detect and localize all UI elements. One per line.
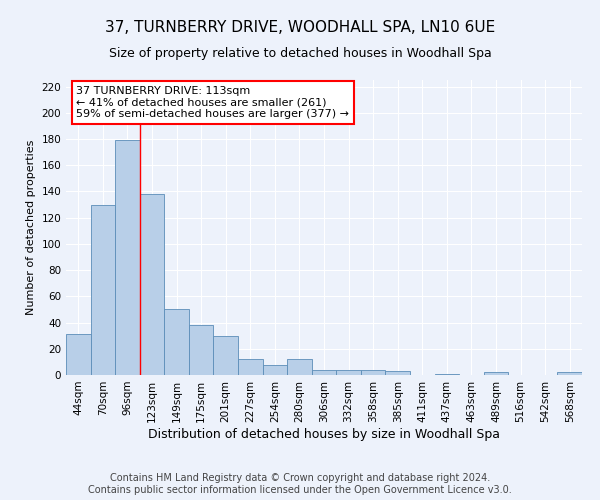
Bar bbox=[263, 364, 287, 375]
Text: Contains HM Land Registry data © Crown copyright and database right 2024.
Contai: Contains HM Land Registry data © Crown c… bbox=[88, 474, 512, 495]
Bar bbox=[238, 360, 263, 375]
Bar bbox=[164, 310, 189, 375]
Bar bbox=[385, 371, 410, 375]
Bar bbox=[312, 370, 336, 375]
Y-axis label: Number of detached properties: Number of detached properties bbox=[26, 140, 36, 315]
Bar bbox=[336, 370, 361, 375]
Bar bbox=[91, 204, 115, 375]
Text: Size of property relative to detached houses in Woodhall Spa: Size of property relative to detached ho… bbox=[109, 48, 491, 60]
Bar bbox=[115, 140, 140, 375]
Bar bbox=[189, 325, 214, 375]
Text: 37, TURNBERRY DRIVE, WOODHALL SPA, LN10 6UE: 37, TURNBERRY DRIVE, WOODHALL SPA, LN10 … bbox=[105, 20, 495, 35]
Bar bbox=[484, 372, 508, 375]
Bar bbox=[434, 374, 459, 375]
Bar bbox=[66, 334, 91, 375]
Bar bbox=[557, 372, 582, 375]
Bar bbox=[361, 370, 385, 375]
Text: 37 TURNBERRY DRIVE: 113sqm
← 41% of detached houses are smaller (261)
59% of sem: 37 TURNBERRY DRIVE: 113sqm ← 41% of deta… bbox=[76, 86, 349, 119]
Bar bbox=[287, 360, 312, 375]
X-axis label: Distribution of detached houses by size in Woodhall Spa: Distribution of detached houses by size … bbox=[148, 428, 500, 440]
Bar bbox=[214, 336, 238, 375]
Bar bbox=[140, 194, 164, 375]
